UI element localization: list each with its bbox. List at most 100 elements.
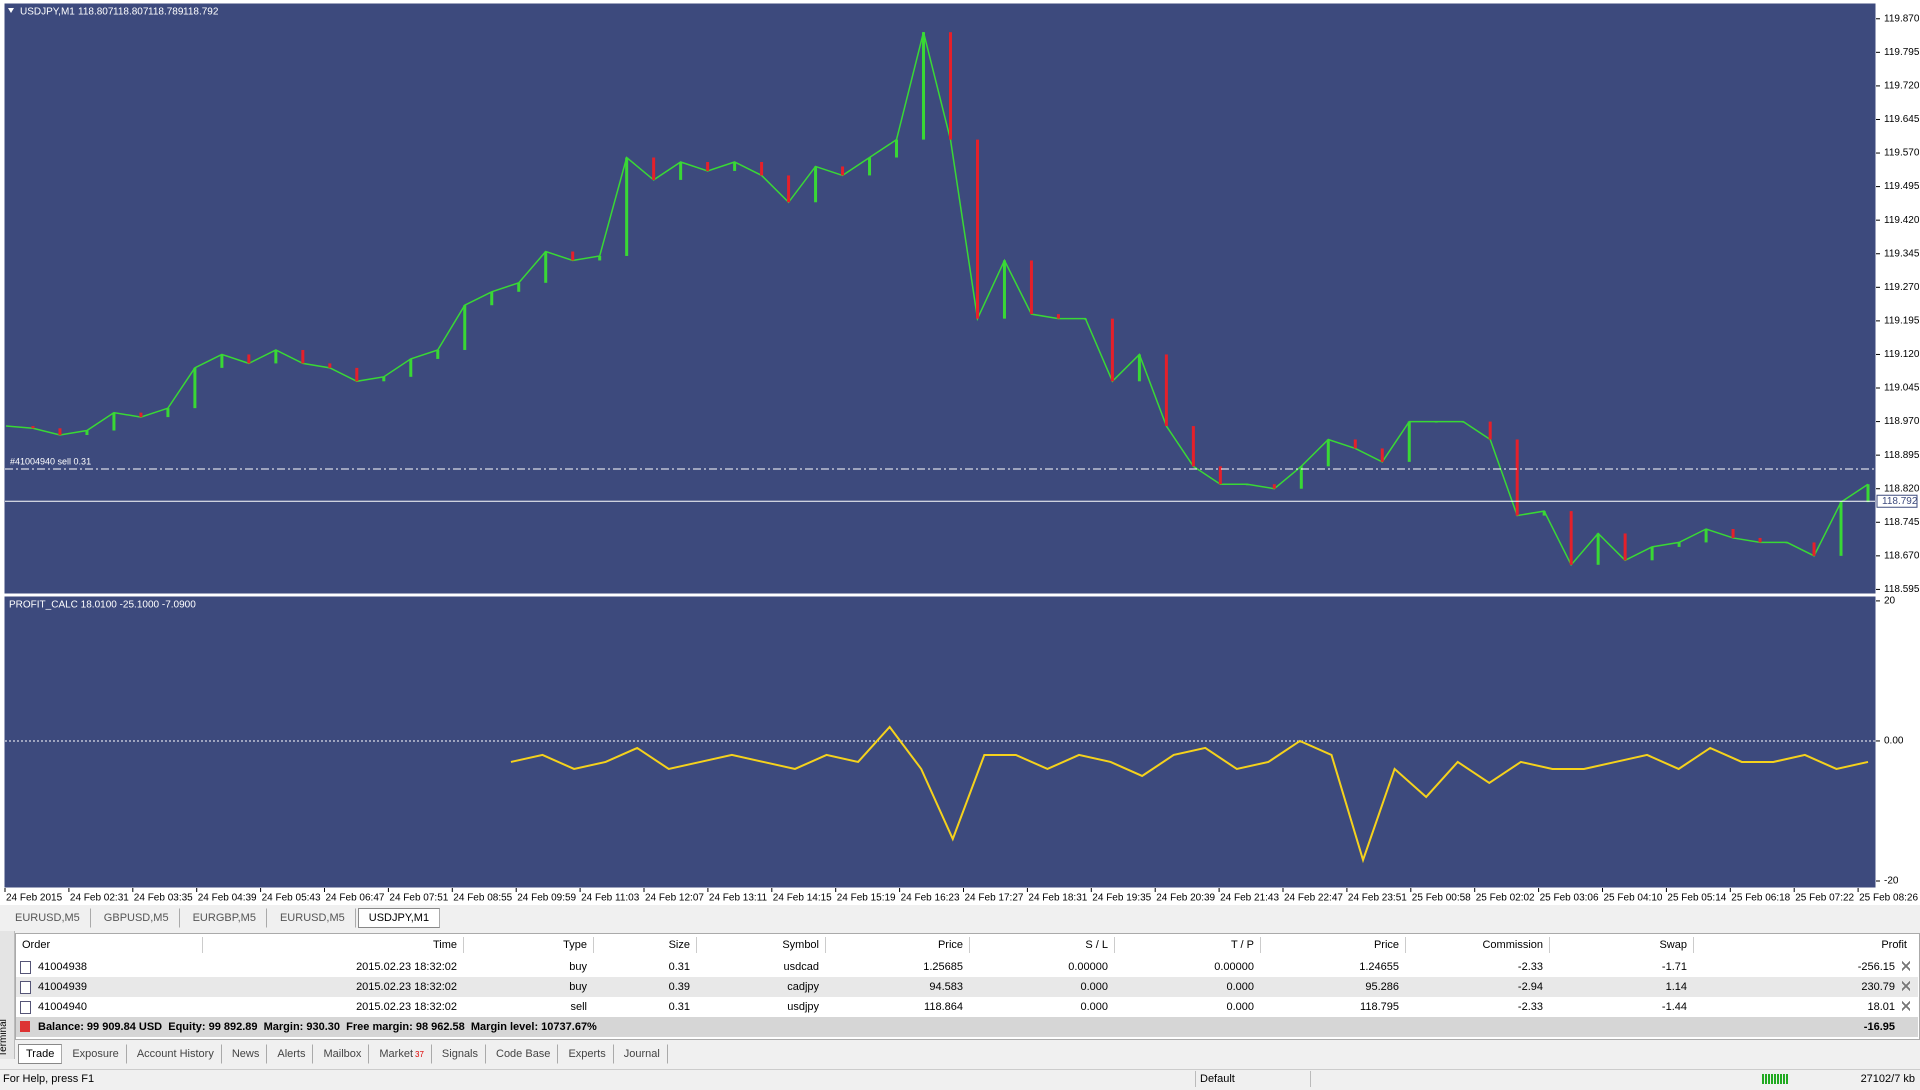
candle bbox=[463, 305, 467, 350]
candle bbox=[166, 408, 170, 418]
candle bbox=[1326, 439, 1330, 467]
x-tick-label: 24 Feb 06:47 bbox=[326, 893, 385, 904]
candle bbox=[787, 175, 791, 203]
chart-symbol: USDJPY,M1 bbox=[20, 7, 75, 18]
column-header: T / P bbox=[1230, 939, 1254, 951]
table-cell: -1.44 bbox=[1661, 1001, 1687, 1013]
terminal-tab[interactable]: Alerts bbox=[269, 1044, 314, 1064]
table-cell: 0.31 bbox=[668, 961, 690, 973]
table-cell: 94.583 bbox=[929, 981, 963, 993]
candle bbox=[895, 139, 899, 158]
x-tick-label: 24 Feb 07:51 bbox=[389, 893, 448, 904]
table-cell: usdcad bbox=[783, 961, 819, 973]
table-cell: 118.864 bbox=[924, 1001, 963, 1013]
candle bbox=[1731, 528, 1735, 538]
column-header: Order bbox=[22, 939, 51, 951]
terminal-tab[interactable]: Experts bbox=[560, 1044, 614, 1064]
chart-tab[interactable]: GBPUSD,M5 bbox=[92, 908, 180, 928]
chart-tab[interactable]: EURUSD,M5 bbox=[268, 908, 356, 928]
candle bbox=[220, 354, 224, 368]
y-tick-label: 118.595 bbox=[1884, 584, 1920, 595]
table-cell: 118.795 bbox=[1360, 1001, 1399, 1013]
candle bbox=[922, 32, 926, 140]
candle bbox=[409, 358, 413, 377]
x-tick-label: 24 Feb 09:59 bbox=[517, 893, 576, 904]
x-tick-label: 25 Feb 07:22 bbox=[1795, 893, 1854, 904]
candle bbox=[1785, 542, 1789, 544]
column-header: Price bbox=[1373, 939, 1399, 951]
chart-tab[interactable]: EURUSD,M5 bbox=[4, 908, 91, 928]
x-tick-label: 24 Feb 19:35 bbox=[1092, 893, 1151, 904]
table-cell: 1.25685 bbox=[923, 961, 963, 973]
column-divider bbox=[1405, 937, 1406, 953]
table-cell: 0.000 bbox=[1080, 1001, 1108, 1013]
row-bg bbox=[16, 977, 1918, 997]
close-button[interactable] bbox=[1902, 1001, 1910, 1011]
y-tick-label: 119.570 bbox=[1884, 148, 1920, 159]
x-tick-label: 24 Feb 15:19 bbox=[837, 893, 896, 904]
table-cell: 18.01 bbox=[1867, 1001, 1895, 1013]
candle bbox=[1488, 421, 1492, 440]
y-tick-label: 119.045 bbox=[1884, 383, 1920, 394]
terminal-tab[interactable]: Account History bbox=[129, 1044, 222, 1064]
terminal-tab[interactable]: Signals bbox=[434, 1044, 486, 1064]
menu-arrow[interactable] bbox=[8, 8, 14, 13]
candle bbox=[31, 426, 35, 429]
x-tick-label: 24 Feb 20:39 bbox=[1156, 893, 1215, 904]
column-header: Size bbox=[668, 939, 690, 951]
column-divider bbox=[825, 937, 826, 953]
chart-tab[interactable]: EURGBP,M5 bbox=[181, 908, 267, 928]
x-tick-label: 24 Feb 18:31 bbox=[1028, 893, 1087, 904]
close-button[interactable] bbox=[1902, 961, 1910, 971]
order-icon[interactable] bbox=[20, 961, 31, 974]
candle bbox=[1704, 528, 1708, 543]
chart-close: 118.792 bbox=[183, 7, 219, 18]
terminal-tab[interactable]: Trade bbox=[18, 1044, 63, 1064]
candle bbox=[1596, 533, 1600, 565]
y-tick-label: 20 bbox=[1884, 596, 1896, 607]
terminal-tab[interactable]: Exposure bbox=[64, 1044, 127, 1064]
terminal-tab[interactable]: Mailbox bbox=[315, 1044, 370, 1064]
x-tick-label: 24 Feb 21:43 bbox=[1220, 893, 1279, 904]
y-tick-label: 119.495 bbox=[1884, 181, 1920, 192]
y-tick-label: 119.645 bbox=[1884, 114, 1920, 125]
column-divider bbox=[1693, 937, 1694, 953]
table-cell: 41004938 bbox=[38, 961, 87, 973]
row-bg bbox=[16, 957, 1918, 977]
terminal-tab[interactable]: Code Base bbox=[488, 1044, 559, 1064]
chart-tab[interactable]: USDJPY,M1 bbox=[357, 908, 441, 928]
candle bbox=[571, 251, 575, 261]
candle bbox=[1164, 354, 1168, 427]
table-cell: -2.33 bbox=[1517, 1001, 1543, 1013]
y-tick-label: 119.345 bbox=[1884, 248, 1920, 259]
table-cell: 41004940 bbox=[38, 1001, 87, 1013]
candle bbox=[598, 255, 602, 261]
terminal-tab[interactable]: Market 37 bbox=[371, 1044, 432, 1064]
y-tick-label: 119.720 bbox=[1884, 81, 1920, 92]
close-button[interactable] bbox=[1902, 981, 1910, 991]
table-cell: -1.71 bbox=[1661, 961, 1687, 973]
x-tick-label: 24 Feb 22:47 bbox=[1284, 893, 1343, 904]
table-cell: -256.15 bbox=[1857, 961, 1895, 973]
indicator-line bbox=[510, 725, 1869, 864]
order-icon[interactable] bbox=[20, 981, 31, 994]
terminal-tab[interactable]: Journal bbox=[616, 1044, 668, 1064]
y-tick-label: 118.670 bbox=[1884, 550, 1920, 561]
bid-box bbox=[1876, 494, 1918, 508]
y-tick-label: 0.00 bbox=[1884, 736, 1904, 747]
candle bbox=[706, 161, 710, 171]
terminal: EURUSD,M5 GBPUSD,M5 EURGBP,M5 EURUSD,M5 USDJ… bbox=[0, 905, 1920, 1090]
summary: Balance: 99 909.84 USD Equity: 99 892.89… bbox=[38, 1021, 597, 1033]
x-tick-label: 24 Feb 14:15 bbox=[773, 893, 832, 904]
column-divider bbox=[1549, 937, 1550, 953]
price-panel bbox=[3, 2, 1877, 595]
y-tick-label: 119.870 bbox=[1884, 13, 1920, 24]
order-icon[interactable] bbox=[20, 1001, 31, 1014]
market-badge: 37 bbox=[415, 1050, 424, 1059]
indicator-title: PROFIT_CALC 18.0100 -25.1000 -7.0900 bbox=[9, 600, 196, 611]
terminal-tab[interactable]: News bbox=[224, 1044, 268, 1064]
candle bbox=[85, 430, 89, 436]
candle bbox=[139, 412, 143, 418]
summary-total: -16.95 bbox=[1863, 1021, 1895, 1033]
